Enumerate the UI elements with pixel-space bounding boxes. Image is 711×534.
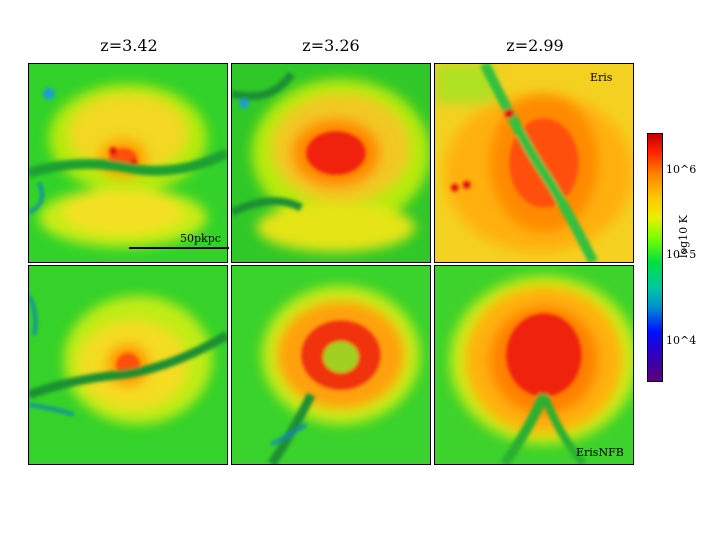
scale-bar (129, 247, 229, 249)
panel-erisnfb-z342 (28, 265, 228, 465)
erisnfb-label: ErisNFB (576, 446, 624, 459)
colorbar-tick-1e5: 10^5 (666, 248, 697, 261)
colorbar (647, 133, 663, 382)
colorbar-tick-1e4: 10^4 (666, 334, 697, 347)
panel-erisnfb-z299 (434, 265, 634, 465)
column-title-3: z=2.99 (506, 36, 564, 55)
panel-eris-z299 (434, 63, 634, 263)
panel-eris-z326 (231, 63, 431, 263)
panel-erisnfb-z326 (231, 265, 431, 465)
column-title-1: z=3.42 (100, 36, 158, 55)
scale-bar-label: 50pkpc (180, 232, 221, 245)
colorbar-tick-1e6: 10^6 (666, 163, 697, 176)
eris-label: Eris (590, 71, 613, 84)
panel-eris-z342 (28, 63, 228, 263)
column-title-2: z=3.26 (302, 36, 360, 55)
colorbar-title: log10 K (677, 215, 690, 258)
